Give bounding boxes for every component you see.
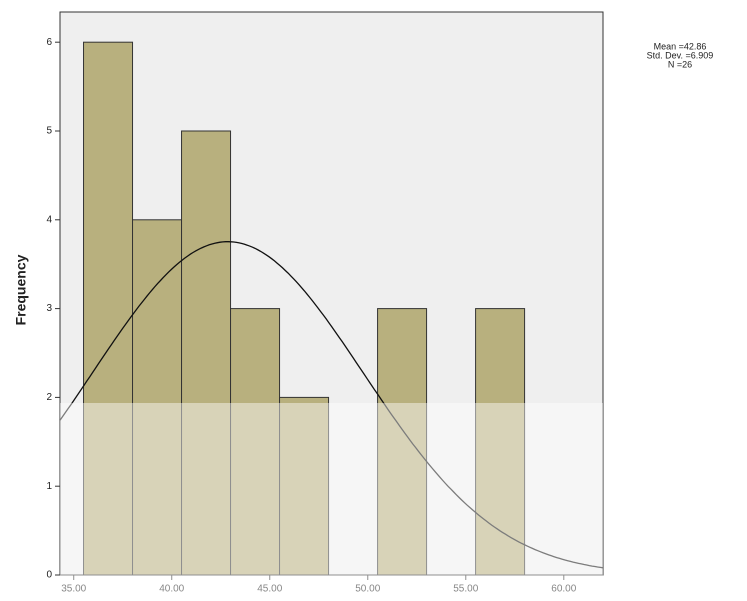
stat-label: N =26	[668, 59, 692, 69]
y-tick-label: 0	[46, 570, 52, 581]
y-tick-label: 4	[46, 214, 52, 225]
y-axis-label: Frequency	[13, 254, 29, 325]
y-tick-label: 3	[46, 303, 52, 314]
page: Frequency 012345635.0040.0045.0050.0055.…	[0, 0, 747, 601]
y-tick-label: 2	[46, 392, 52, 403]
y-tick-label: 6	[46, 37, 52, 48]
watermark	[60, 403, 603, 601]
y-tick-label: 5	[46, 126, 52, 137]
y-tick-label: 1	[46, 481, 52, 492]
chart: Frequency 012345635.0040.0045.0050.0055.…	[0, 0, 747, 601]
